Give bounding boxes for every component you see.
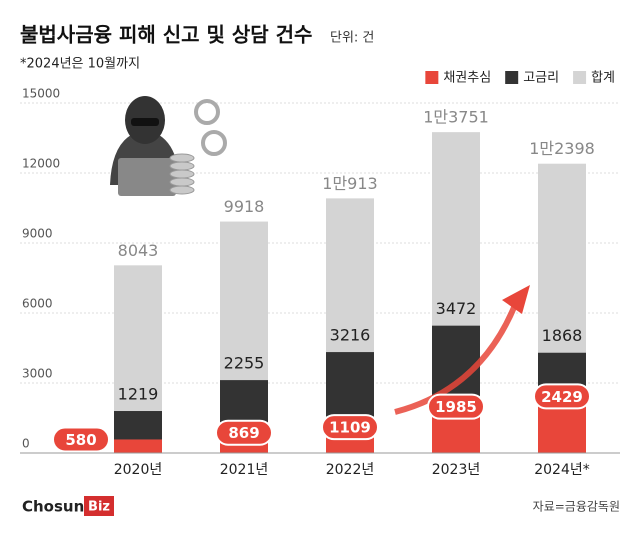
legend-swatch — [573, 71, 587, 84]
logo-badge-text: Biz — [88, 500, 110, 515]
value-pill — [533, 383, 591, 410]
y-tick-label: 9000 — [22, 227, 53, 241]
value-label: 1219 — [118, 385, 159, 404]
value-pill — [52, 426, 110, 453]
value-pill — [427, 393, 485, 420]
x-tick-label: 2022년 — [326, 462, 375, 478]
value-label: 2255 — [224, 354, 265, 373]
value-label: 2429 — [541, 388, 583, 406]
y-tick-label: 15000 — [22, 87, 60, 101]
legend-label: 고금리 — [523, 71, 559, 86]
y-tick-label: 3000 — [22, 367, 53, 381]
logo-badge — [84, 496, 114, 516]
legend-label: 채권추심 — [443, 71, 491, 86]
value-label: 869 — [228, 424, 259, 442]
trend-arrow — [394, 285, 530, 415]
bar-segment — [114, 411, 162, 440]
legend-swatch — [505, 71, 519, 84]
unit: 단위: 건 — [330, 31, 374, 46]
logo: Chosun — [22, 498, 84, 516]
x-tick-label: 2024년* — [534, 462, 590, 478]
subtitle: *2024년은 10월까지 — [20, 57, 140, 72]
source: 자료=금융감독원 — [533, 500, 620, 514]
value-label: 1만2398 — [529, 139, 595, 158]
legend-swatch — [425, 71, 439, 84]
value-label: 580 — [65, 431, 96, 449]
value-label: 9918 — [224, 197, 265, 216]
y-tick-label: 0 — [22, 437, 30, 451]
value-label: 3216 — [330, 326, 371, 345]
y-tick-label: 12000 — [22, 157, 60, 171]
value-pill — [321, 414, 379, 441]
x-tick-label: 2020년 — [114, 462, 163, 478]
value-label: 8043 — [118, 241, 159, 260]
illustration — [110, 96, 227, 196]
value-label: 1만913 — [322, 174, 377, 193]
value-label: 3472 — [436, 299, 477, 318]
chart-title: 불법사금융 피해 신고 및 상담 건수 — [20, 23, 312, 47]
value-label: 1868 — [542, 326, 583, 345]
x-tick-label: 2023년 — [432, 462, 481, 478]
value-pill — [215, 419, 273, 446]
legend-label: 합계 — [591, 71, 615, 86]
bar-segment — [114, 439, 162, 453]
value-label: 1만3751 — [423, 108, 489, 127]
x-tick-label: 2021년 — [220, 462, 269, 478]
value-label: 1109 — [329, 419, 371, 437]
y-tick-label: 6000 — [22, 297, 53, 311]
value-label: 1985 — [435, 398, 477, 416]
